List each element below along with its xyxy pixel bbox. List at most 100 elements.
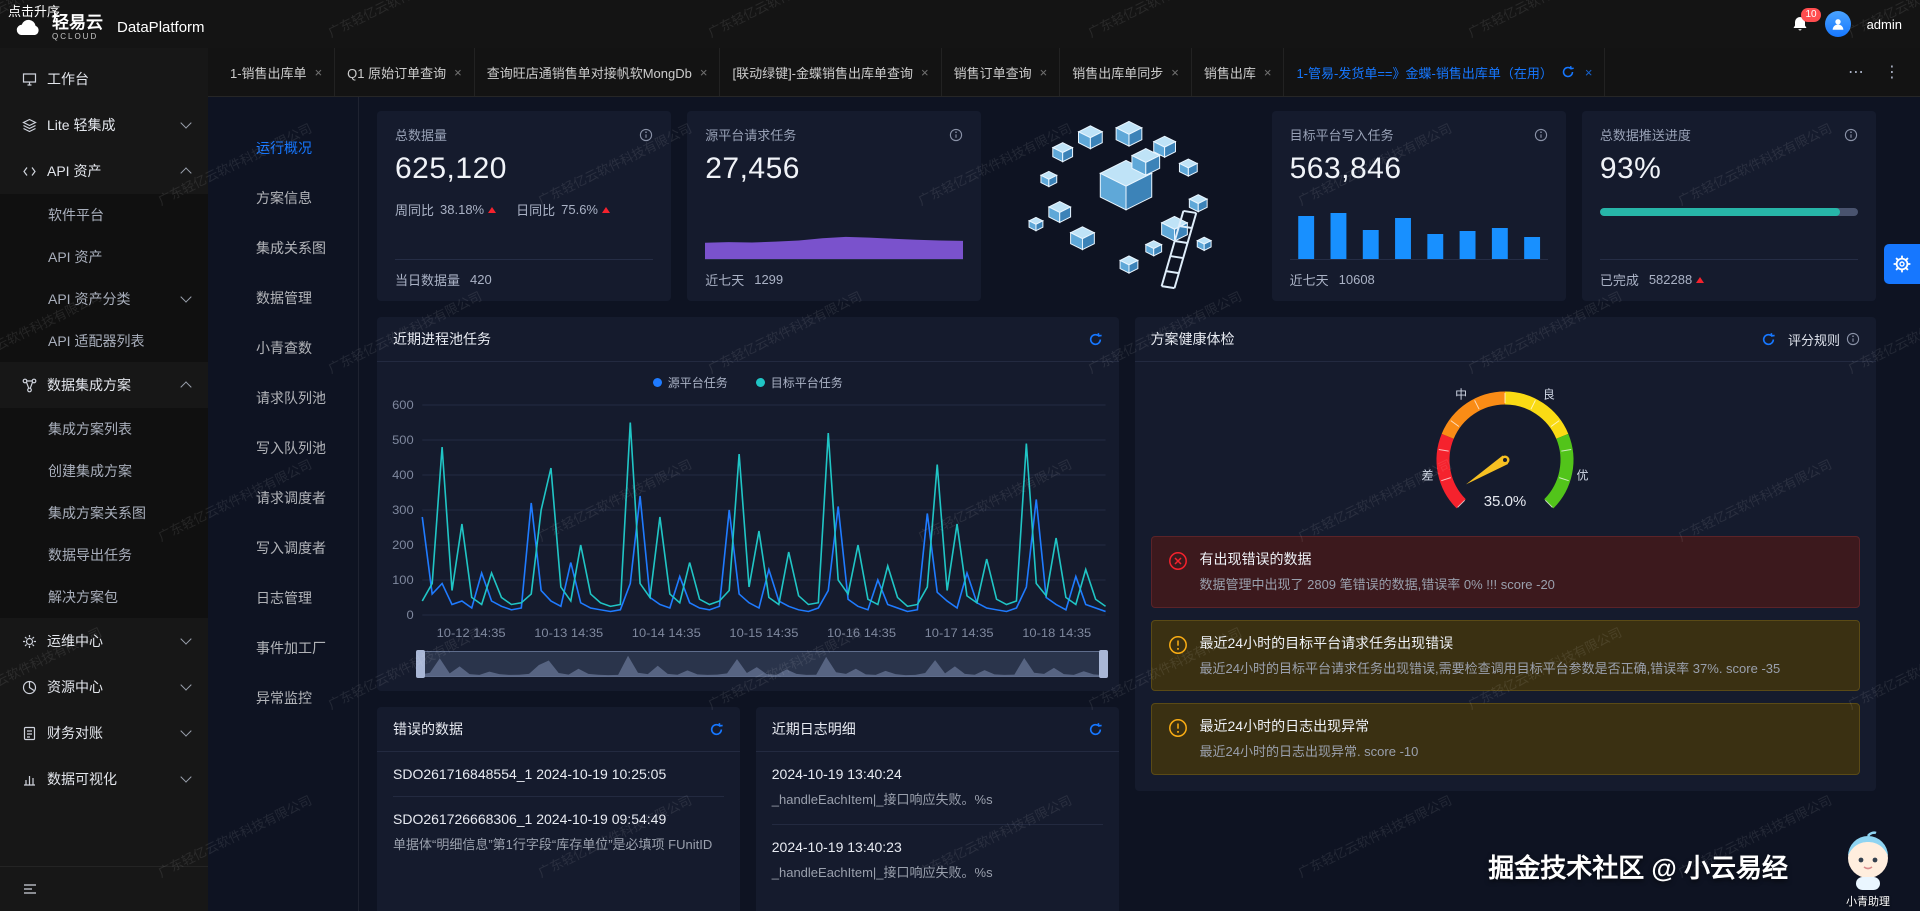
stat-trends: 周同比 38.18% 日同比 75.6%: [395, 200, 653, 219]
chevron-down-icon: [180, 633, 192, 645]
kebab-menu-icon[interactable]: ⋮: [1884, 64, 1900, 81]
alert-error-data[interactable]: 有出现错误的数据 数据管理中出现了 2809 笔错误的数据,错误率 0% !!!…: [1150, 536, 1860, 608]
tab-wdt-mongdb[interactable]: 查询旺店通销售单对接帆软MongDb ×: [475, 48, 721, 96]
submenu-item-log-management[interactable]: 日志管理: [256, 590, 312, 606]
sidebar-item-api-adapter-list[interactable]: API 适配器列表: [48, 333, 145, 349]
product-name: DataPlatform: [117, 18, 205, 36]
sidebar-item-workbench[interactable]: 工作台: [0, 56, 208, 102]
error-icon: [1168, 552, 1187, 570]
sidebar-item-data-viz[interactable]: 数据可视化: [0, 756, 208, 802]
refresh-icon[interactable]: [1088, 722, 1103, 737]
sidebar-item-solution-package[interactable]: 解决方案包: [48, 589, 118, 605]
submenu-item-scheme-info[interactable]: 方案信息: [256, 190, 312, 206]
info-icon[interactable]: [1534, 128, 1548, 142]
notifications-button[interactable]: 10: [1791, 8, 1821, 33]
tab-sales-out[interactable]: 销售出库 ×: [1192, 48, 1285, 96]
assistant-mascot[interactable]: 小青助理: [1832, 828, 1904, 909]
svg-text:10-12 14:35: 10-12 14:35: [437, 626, 506, 639]
collapse-sidebar-button[interactable]: [0, 866, 208, 911]
sidebar-item-resource-center[interactable]: 资源中心: [0, 664, 208, 710]
tab-kingdee-query[interactable]: [联动绿键]-金蝶销售出库单查询 ×: [720, 48, 942, 96]
submenu-item-request-scheduler[interactable]: 请求调度者: [256, 490, 326, 506]
tab-sales-order-query[interactable]: 销售订单查询 ×: [942, 48, 1061, 96]
close-icon[interactable]: ×: [1039, 64, 1048, 80]
chart-legend: 源平台任务 目标平台任务: [377, 362, 1119, 395]
tab-bar: 1-销售出库单 × Q1 原始订单查询 × 查询旺店通销售单对接帆软MongDb × …: [208, 48, 1920, 97]
sidebar-item-data-integration[interactable]: 数据集成方案: [0, 362, 208, 408]
brand[interactable]: 轻易云 QCLOUD DataPlatform: [0, 8, 205, 41]
stat-value: 625,120: [395, 152, 507, 185]
settings-gear-button[interactable]: [1884, 244, 1920, 284]
log-item[interactable]: 2024-10-19 13:40:23 _handleEachItem|_接口响…: [771, 838, 993, 880]
sidebar-item-data-export-task[interactable]: 数据导出任务: [48, 547, 132, 563]
tab-active-guanyi-kingdee[interactable]: 1-管易-发货单==》金蝶-销售出库单（在用） ×: [1284, 48, 1606, 96]
submenu-item-event-factory[interactable]: 事件加工厂: [256, 640, 326, 656]
sidebar-item-ops-center[interactable]: 运维中心: [0, 618, 208, 664]
sidebar-item-software-platform[interactable]: 软件平台: [48, 207, 104, 223]
info-icon[interactable]: [639, 128, 653, 142]
sidebar-item-api-assets[interactable]: API 资产: [0, 148, 208, 194]
svg-text:差: 差: [1422, 468, 1434, 482]
refresh-icon[interactable]: [1561, 65, 1575, 79]
close-icon[interactable]: ×: [1263, 64, 1272, 80]
integration-submenu: 集成方案列表 创建集成方案 集成方案关系图 数据导出任务 解决方案包: [0, 408, 208, 618]
close-icon[interactable]: ×: [314, 64, 323, 80]
submenu-item-overview[interactable]: 运行概况: [256, 140, 312, 156]
sidebar-item-api-asset[interactable]: API 资产: [48, 249, 103, 265]
ellipsis-icon[interactable]: ⋯: [1848, 64, 1864, 81]
trend-up-icon: [1696, 276, 1705, 283]
submenu-item-request-queue[interactable]: 请求队列池: [256, 390, 326, 406]
submenu-item-exception-monitor[interactable]: 异常监控: [256, 690, 312, 706]
alert-target-request-errors[interactable]: 最近24小时的目标平台请求任务出现错误 最近24小时的目标平台请求任务出现错误,…: [1150, 619, 1860, 691]
submenu-item-write-queue[interactable]: 写入队列池: [256, 440, 326, 456]
close-icon[interactable]: ×: [1584, 64, 1593, 80]
chart-brush[interactable]: [416, 650, 1108, 678]
info-icon[interactable]: [1844, 128, 1858, 142]
avatar[interactable]: [1824, 11, 1851, 37]
tab-outbound-sync[interactable]: 销售出库单同步 ×: [1060, 48, 1192, 96]
bottom-row: 错误的数据 SDO261716848554_1 2024-10-19 10:25…: [377, 707, 1119, 911]
refresh-icon[interactable]: [709, 722, 724, 737]
health-gauge: 差 中 良优 35.0%: [1135, 362, 1877, 532]
sidebar-item-integration-graph[interactable]: 集成方案关系图: [48, 505, 146, 521]
refresh-icon[interactable]: [1761, 332, 1776, 347]
error-data-item[interactable]: SDO261726668306_1 2024-10-19 09:54:49 单据…: [393, 811, 713, 852]
alert-log-exceptions[interactable]: 最近24小时的日志出现异常 最近24小时的日志出现异常. score -10: [1150, 703, 1860, 775]
refresh-icon[interactable]: [1088, 332, 1103, 347]
svg-text:500: 500: [392, 433, 414, 446]
chevron-up-icon: [180, 167, 192, 179]
sidebar-item-create-integration[interactable]: 创建集成方案: [48, 463, 132, 479]
bar-sparkline: [1297, 213, 1540, 259]
scoring-rules-link[interactable]: 评分规则: [1787, 332, 1840, 348]
main-area: 1-销售出库单 × Q1 原始订单查询 × 查询旺店通销售单对接帆软MongDb × …: [208, 48, 1920, 911]
close-icon[interactable]: ×: [454, 64, 462, 80]
sidebar-item-lite-integration[interactable]: Lite 轻集成: [0, 102, 208, 148]
close-icon[interactable]: ×: [921, 64, 929, 80]
submenu-item-xiaoqing-query[interactable]: 小青查数: [256, 340, 312, 356]
close-icon[interactable]: ×: [1171, 64, 1179, 80]
close-icon[interactable]: ×: [699, 64, 708, 80]
mascot-avatar: [1848, 831, 1888, 890]
legend-dot-target: [755, 378, 765, 387]
legend-item-target[interactable]: 目标平台任务: [755, 374, 843, 391]
info-icon[interactable]: [1846, 332, 1860, 346]
sidebar-item-finance[interactable]: 财务对账: [0, 710, 208, 756]
sidebar-item-integration-list[interactable]: 集成方案列表: [48, 421, 132, 437]
sidebar-item-api-category[interactable]: API 资产分类: [0, 278, 208, 320]
submenu-item-integration-graph[interactable]: 集成关系图: [256, 240, 326, 256]
log-item[interactable]: 2024-10-19 13:40:24 _handleEachItem|_接口响…: [771, 752, 1103, 825]
legend-item-source[interactable]: 源平台任务: [652, 374, 728, 391]
trend-up-icon: [488, 206, 497, 213]
tab-q1-orders[interactable]: Q1 原始订单查询 ×: [335, 48, 475, 96]
info-icon[interactable]: [949, 128, 963, 142]
brush-handle-right[interactable]: [1098, 650, 1108, 678]
stat-value: 93%: [1599, 152, 1662, 185]
area-sparkline: [705, 236, 964, 259]
error-data-item[interactable]: SDO261716848554_1 2024-10-19 10:25:05: [393, 752, 724, 797]
submenu-item-data-management[interactable]: 数据管理: [256, 290, 312, 306]
submenu-item-write-scheduler[interactable]: 写入调度者: [256, 540, 326, 556]
username[interactable]: admin: [1866, 16, 1902, 32]
tab-sales-outbound[interactable]: 1-销售出库单 ×: [218, 48, 336, 96]
brush-handle-left[interactable]: [416, 650, 425, 678]
svg-text:优: 优: [1577, 468, 1589, 482]
